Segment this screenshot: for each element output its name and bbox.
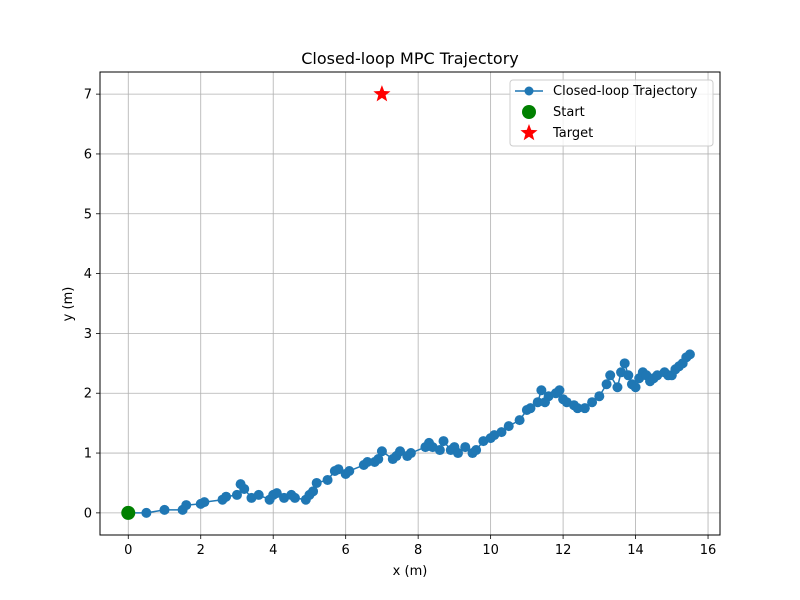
- trajectory-point: [503, 421, 514, 432]
- trajectory-point: [199, 497, 210, 508]
- y-tick-label: 6: [84, 147, 92, 162]
- trajectory-point: [253, 489, 264, 500]
- trajectory-point: [395, 446, 406, 457]
- trajectory-point: [181, 500, 192, 511]
- trajectory-point: [630, 382, 641, 393]
- trajectory-point: [471, 445, 482, 456]
- trajectory-point: [271, 488, 282, 499]
- legend-marker-swatch: [524, 86, 534, 96]
- y-tick-label: 2: [84, 387, 92, 402]
- x-tick-label: 6: [342, 543, 350, 558]
- trajectory-point: [525, 403, 536, 414]
- trajectory-point: [554, 385, 565, 396]
- x-tick-label: 14: [627, 543, 644, 558]
- x-tick-label: 2: [197, 543, 205, 558]
- trajectory-point: [619, 358, 630, 369]
- trajectory-point: [539, 397, 550, 408]
- trajectory-point: [434, 445, 445, 456]
- trajectory-point: [579, 403, 590, 414]
- trajectory-point: [235, 479, 246, 490]
- trajectory-point: [405, 448, 416, 459]
- plot-data: [121, 85, 695, 520]
- y-tick-label: 4: [84, 267, 92, 282]
- legend-label-start: Start: [553, 105, 585, 120]
- x-tick-label: 8: [414, 543, 422, 558]
- x-tick-label: 4: [269, 543, 277, 558]
- trajectory-point: [453, 448, 464, 459]
- trajectory-point: [572, 403, 583, 414]
- x-tick-label: 12: [555, 543, 572, 558]
- trajectory-point: [438, 436, 449, 447]
- trajectory-point: [141, 507, 152, 518]
- trajectory-point: [376, 446, 387, 457]
- x-tick-label: 0: [124, 543, 132, 558]
- trajectory-point: [333, 464, 344, 475]
- legend-label-target: Target: [552, 126, 593, 141]
- trajectory-point: [623, 370, 634, 381]
- legend-entry-trajectory: Closed-loop Trajectory: [515, 84, 698, 99]
- trajectory-point: [373, 454, 384, 465]
- trajectory-point: [684, 349, 695, 360]
- legend-entry-start: Start: [522, 105, 585, 120]
- y-tick-label: 5: [84, 207, 92, 222]
- y-tick-label: 1: [84, 447, 92, 462]
- y-tick-label: 7: [84, 88, 92, 103]
- trajectory-point: [587, 397, 598, 408]
- trajectory-point: [159, 504, 170, 515]
- legend: Closed-loop Trajectory Start Target: [509, 79, 714, 147]
- trajectory-point: [601, 379, 612, 390]
- legend-entry-target: Target: [520, 124, 593, 141]
- trajectory-point: [605, 370, 616, 381]
- legend-box: [509, 79, 714, 147]
- trajectory-point: [594, 391, 605, 402]
- trajectory-point: [362, 457, 373, 468]
- trajectory-point: [289, 492, 300, 503]
- axes-frame: [99, 71, 721, 536]
- trajectory-point: [308, 486, 319, 497]
- trajectory-point: [514, 415, 525, 426]
- x-tick-label: 16: [700, 543, 717, 558]
- target-marker: [373, 85, 391, 102]
- chart-title: Closed-loop MPC Trajectory: [301, 49, 519, 68]
- trajectory-point: [536, 385, 547, 396]
- y-axis-label: y (m): [61, 287, 76, 322]
- start-marker: [121, 505, 136, 520]
- trajectory-point: [612, 382, 623, 393]
- y-tick-label: 3: [84, 327, 92, 342]
- x-axis-label: x (m): [393, 564, 428, 579]
- legend-start-swatch: [522, 105, 536, 119]
- trajectory-point: [322, 474, 333, 485]
- trajectory-point: [496, 427, 507, 438]
- trajectory-point: [460, 442, 471, 453]
- trajectory-point: [344, 465, 355, 476]
- trajectory-point: [532, 397, 543, 408]
- trajectory-point: [221, 491, 232, 502]
- y-tick-label: 0: [84, 506, 92, 521]
- trajectory-point: [231, 489, 242, 500]
- legend-label-trajectory: Closed-loop Trajectory: [553, 84, 698, 99]
- trajectory-point: [311, 477, 322, 488]
- legend-target-swatch: [520, 124, 538, 141]
- x-tick-label: 10: [482, 543, 499, 558]
